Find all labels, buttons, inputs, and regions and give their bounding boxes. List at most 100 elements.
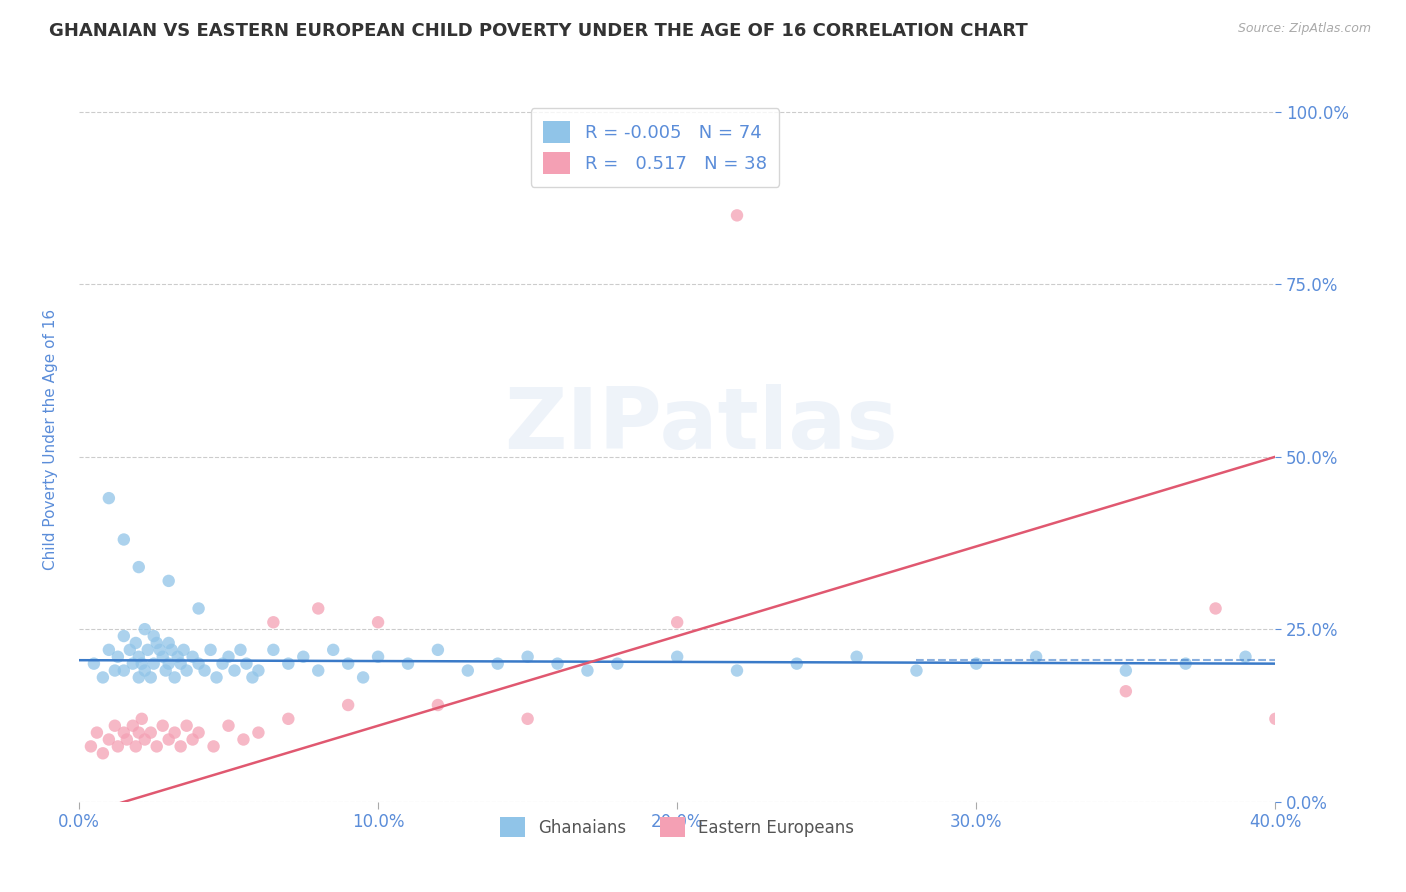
Point xyxy=(194,664,217,678)
Point xyxy=(367,649,389,664)
Point xyxy=(121,657,143,671)
Point xyxy=(112,664,135,678)
Point xyxy=(965,657,987,671)
Point xyxy=(307,601,329,615)
Point xyxy=(128,560,150,574)
Point xyxy=(367,615,389,630)
Point xyxy=(247,725,270,739)
Point xyxy=(134,622,156,636)
Point xyxy=(725,208,748,222)
Point xyxy=(262,615,284,630)
Point xyxy=(1234,649,1257,664)
Text: Source: ZipAtlas.com: Source: ZipAtlas.com xyxy=(1237,22,1371,36)
Point xyxy=(112,629,135,643)
Point xyxy=(160,643,183,657)
Point xyxy=(104,664,127,678)
Point xyxy=(166,649,188,664)
Point xyxy=(666,615,689,630)
Point xyxy=(163,725,186,739)
Point xyxy=(131,657,153,671)
Point xyxy=(218,649,240,664)
Point xyxy=(277,712,299,726)
Point xyxy=(128,649,150,664)
Point xyxy=(107,739,129,754)
Point xyxy=(262,643,284,657)
Point xyxy=(173,643,195,657)
Point xyxy=(169,739,191,754)
Point xyxy=(1115,664,1137,678)
Point xyxy=(149,643,172,657)
Point xyxy=(242,670,264,684)
Point xyxy=(139,725,162,739)
Legend: Ghanaians, Eastern Europeans: Ghanaians, Eastern Europeans xyxy=(494,810,860,844)
Point xyxy=(292,649,315,664)
Point xyxy=(176,664,198,678)
Point xyxy=(169,657,191,671)
Point xyxy=(337,657,360,671)
Point xyxy=(145,636,167,650)
Point xyxy=(247,664,270,678)
Point xyxy=(211,657,233,671)
Point xyxy=(131,712,153,726)
Point xyxy=(91,670,114,684)
Point xyxy=(187,725,209,739)
Point xyxy=(224,664,246,678)
Point xyxy=(121,719,143,733)
Point xyxy=(1025,649,1047,664)
Point xyxy=(139,670,162,684)
Point xyxy=(576,664,599,678)
Point xyxy=(112,725,135,739)
Point xyxy=(606,657,628,671)
Point xyxy=(125,739,148,754)
Point xyxy=(91,747,114,761)
Point xyxy=(128,725,150,739)
Point xyxy=(352,670,374,684)
Point xyxy=(157,574,180,588)
Point xyxy=(307,664,329,678)
Y-axis label: Child Poverty Under the Age of 16: Child Poverty Under the Age of 16 xyxy=(44,309,58,570)
Point xyxy=(157,636,180,650)
Point xyxy=(115,732,138,747)
Point xyxy=(163,670,186,684)
Point xyxy=(232,732,254,747)
Point xyxy=(136,643,159,657)
Point xyxy=(337,698,360,712)
Text: GHANAIAN VS EASTERN EUROPEAN CHILD POVERTY UNDER THE AGE OF 16 CORRELATION CHART: GHANAIAN VS EASTERN EUROPEAN CHILD POVER… xyxy=(49,22,1028,40)
Point xyxy=(97,491,120,505)
Point xyxy=(218,719,240,733)
Point xyxy=(142,629,165,643)
Point xyxy=(118,643,141,657)
Point xyxy=(155,664,177,678)
Point xyxy=(205,670,228,684)
Point xyxy=(152,719,174,733)
Point xyxy=(229,643,252,657)
Point xyxy=(1205,601,1227,615)
Point xyxy=(86,725,108,739)
Point xyxy=(322,643,344,657)
Point xyxy=(426,698,449,712)
Point xyxy=(142,657,165,671)
Point xyxy=(112,533,135,547)
Point xyxy=(157,657,180,671)
Point xyxy=(845,649,868,664)
Point xyxy=(145,739,167,754)
Point xyxy=(666,649,689,664)
Point xyxy=(157,732,180,747)
Point xyxy=(786,657,808,671)
Point xyxy=(516,712,538,726)
Point xyxy=(125,636,148,650)
Point xyxy=(187,657,209,671)
Point xyxy=(486,657,509,671)
Point xyxy=(235,657,257,671)
Point xyxy=(107,649,129,664)
Point xyxy=(152,649,174,664)
Point xyxy=(134,732,156,747)
Point xyxy=(104,719,127,733)
Point xyxy=(181,649,204,664)
Point xyxy=(176,719,198,733)
Text: ZIPatlas: ZIPatlas xyxy=(505,384,898,467)
Point xyxy=(457,664,479,678)
Point xyxy=(187,601,209,615)
Point xyxy=(905,664,928,678)
Point xyxy=(97,732,120,747)
